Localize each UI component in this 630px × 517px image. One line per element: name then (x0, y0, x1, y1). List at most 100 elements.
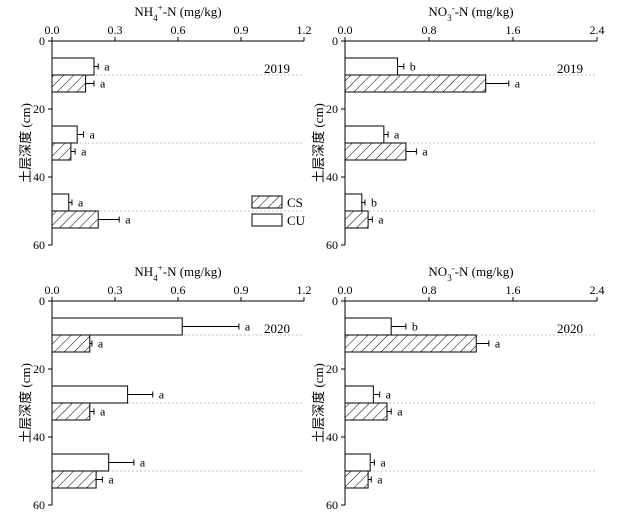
significance-label: b (410, 60, 416, 74)
y-tick-label: 0 (332, 34, 338, 48)
bar-cs (344, 470, 369, 489)
significance-label: a (377, 473, 383, 487)
significance-label: a (125, 213, 131, 227)
title-tail: -N (mg/kg) (455, 4, 514, 19)
y-tick-label: 40 (33, 430, 45, 444)
bar-cu (51, 317, 183, 336)
title-subscript: 3 (447, 13, 452, 23)
bar-cu (344, 125, 385, 144)
y-tick-label: 20 (33, 362, 45, 376)
significance-label: a (394, 128, 400, 142)
chart-title: NO3--N (mg/kg) (428, 3, 513, 23)
legend-label-cu: CU (287, 213, 306, 228)
y-axis-label: 土层深度 (cm) (311, 363, 326, 443)
bar-cu (344, 385, 374, 404)
year-label: 2020 (557, 321, 583, 336)
y-tick-label: 0 (39, 294, 45, 308)
bar-cs (344, 210, 369, 229)
legend: CS CU (251, 195, 306, 228)
significance-label: a (100, 405, 106, 419)
significance-label: a (98, 337, 104, 351)
year-label: 2019 (557, 61, 583, 76)
x-tick-label: 0.0 (338, 23, 353, 37)
significance-label: a (81, 145, 87, 159)
title-subscript: 4 (153, 273, 158, 283)
significance-label: a (78, 196, 84, 210)
title-superscript: + (158, 263, 163, 273)
title-superscript: - (452, 263, 455, 273)
legend-swatch-cs (251, 195, 283, 209)
x-tick-label: 0.0 (338, 283, 353, 297)
title-subscript: 3 (447, 273, 452, 283)
x-tick-label: 0.6 (171, 23, 186, 37)
y-tick-label: 40 (326, 170, 338, 184)
y-tick-label: 0 (332, 294, 338, 308)
bar-cs (344, 402, 388, 421)
chart-title: NH4+-N (mg/kg) (134, 3, 221, 23)
title-main: NH (134, 264, 153, 279)
bar-cu (51, 125, 78, 144)
title-tail: -N (mg/kg) (163, 4, 222, 19)
bar-cs (51, 210, 99, 229)
significance-label: a (380, 456, 386, 470)
significance-label: b (412, 320, 418, 334)
bar-cs (344, 334, 477, 353)
y-tick-label: 60 (326, 238, 338, 252)
y-tick-label: 40 (33, 170, 45, 184)
bar-cs (51, 470, 97, 489)
significance-label: a (108, 473, 114, 487)
legend-swatch-cu (251, 213, 283, 227)
panel-2020-no3: NO3--N (mg/kg) 0.0 0.8 1.6 2.4 0 20 40 60 土层深度 (c… (311, 263, 605, 512)
title-main: NO (428, 264, 447, 279)
bar-cu (344, 57, 398, 76)
significance-label: b (371, 196, 377, 210)
significance-label: a (90, 128, 96, 142)
y-tick-label: 20 (33, 102, 45, 116)
bar-cs (344, 142, 407, 161)
bar-cu (344, 193, 363, 212)
significance-label: a (140, 456, 146, 470)
significance-label: a (100, 77, 106, 91)
title-superscript: - (452, 3, 455, 13)
x-tick-label: 2.4 (590, 283, 605, 297)
significance-label: a (397, 405, 403, 419)
x-tick-label: 1.2 (297, 23, 312, 37)
significance-label: a (104, 60, 110, 74)
bar-cu (344, 317, 392, 336)
y-axis-label: 土层深度 (cm) (18, 363, 33, 443)
title-subscript: 4 (153, 13, 158, 23)
y-tick-label: 0 (39, 34, 45, 48)
bar-cu (51, 193, 70, 212)
significance-label: a (495, 337, 501, 351)
title-tail: -N (mg/kg) (455, 264, 514, 279)
bar-cu (51, 57, 95, 76)
bar-cs (51, 74, 87, 93)
bar-cu (51, 453, 110, 472)
bar-cs (344, 74, 487, 93)
significance-label: a (515, 77, 521, 91)
y-tick-label: 20 (326, 362, 338, 376)
significance-label: a (422, 145, 428, 159)
x-tick-label: 0.9 (234, 23, 249, 37)
title-main: NH (134, 4, 153, 19)
bar-cs (51, 402, 91, 421)
x-tick-label: 1.6 (506, 283, 521, 297)
chart-title: NH4+-N (mg/kg) (134, 263, 221, 283)
bar-cu (344, 453, 371, 472)
bar-cs (51, 142, 72, 161)
title-tail: -N (mg/kg) (163, 264, 222, 279)
y-tick-label: 60 (326, 498, 338, 512)
chart-title: NO3--N (mg/kg) (428, 263, 513, 283)
y-tick-label: 60 (33, 238, 45, 252)
significance-label: a (245, 320, 251, 334)
panel-2019-nh4: NH4+-N (mg/kg) 0.0 0.3 0.6 0.9 1.2 0 20 40 60 土层深度… (18, 3, 312, 252)
year-label: 2020 (264, 321, 290, 336)
x-tick-label: 1.2 (297, 283, 312, 297)
title-superscript: + (158, 3, 163, 13)
y-tick-label: 20 (326, 102, 338, 116)
x-tick-label: 0.8 (422, 283, 437, 297)
panel-2019-no3: NO3--N (mg/kg) 0.0 0.8 1.6 2.4 0 20 40 60 土层深度 (c… (311, 3, 605, 252)
x-tick-label: 0.0 (45, 283, 60, 297)
x-tick-label: 0.8 (422, 23, 437, 37)
x-tick-label: 2.4 (590, 23, 605, 37)
